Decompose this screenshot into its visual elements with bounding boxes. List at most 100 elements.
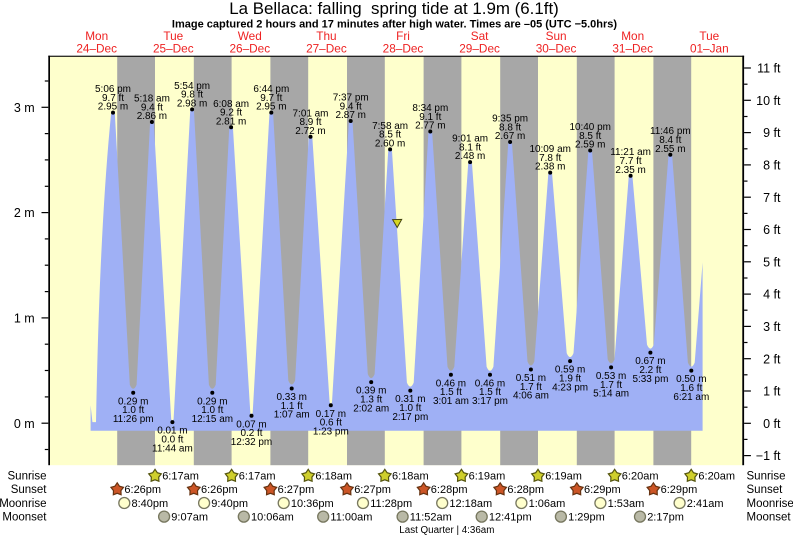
svg-text:1.7 ft: 1.7 ft	[600, 380, 622, 391]
svg-text:Fri: Fri	[396, 29, 410, 43]
svg-text:0.17 m: 0.17 m	[316, 409, 346, 420]
svg-text:6:18am: 6:18am	[392, 470, 429, 482]
svg-text:Sun: Sun	[546, 29, 567, 43]
svg-text:31–Dec: 31–Dec	[612, 41, 653, 55]
svg-text:0.59 m: 0.59 m	[555, 365, 585, 376]
svg-text:11:52am: 11:52am	[410, 512, 452, 524]
svg-text:0.33 m: 0.33 m	[277, 392, 307, 403]
svg-text:1.0 ft: 1.0 ft	[122, 405, 144, 416]
svg-text:9:07am: 9:07am	[171, 512, 208, 524]
svg-text:0.31 m: 0.31 m	[395, 394, 425, 405]
svg-text:9.7 ft: 9.7 ft	[260, 93, 282, 104]
svg-text:1.5 ft: 1.5 ft	[479, 387, 501, 398]
svg-text:12:15 am: 12:15 am	[192, 414, 233, 425]
svg-text:2.87 m: 2.87 m	[336, 110, 366, 121]
svg-text:1.9 ft: 1.9 ft	[559, 374, 581, 385]
svg-text:Mon: Mon	[621, 29, 644, 43]
svg-text:5:33 pm: 5:33 pm	[632, 374, 668, 385]
svg-text:1:53am: 1:53am	[608, 498, 645, 510]
svg-text:0.6 ft: 0.6 ft	[320, 418, 342, 429]
svg-text:6:17am: 6:17am	[239, 470, 276, 482]
svg-text:8.5 ft: 8.5 ft	[579, 131, 601, 142]
svg-text:9:40pm: 9:40pm	[211, 498, 248, 510]
svg-text:Wed: Wed	[238, 29, 262, 43]
svg-text:0.29 m: 0.29 m	[118, 396, 148, 407]
svg-text:Sat: Sat	[471, 29, 489, 43]
svg-text:3 m: 3 m	[14, 101, 35, 115]
svg-text:5:54 pm: 5:54 pm	[174, 81, 210, 92]
svg-text:9.4 ft: 9.4 ft	[141, 102, 163, 113]
svg-text:4 ft: 4 ft	[763, 288, 781, 302]
svg-text:0.50 m: 0.50 m	[676, 374, 706, 385]
svg-text:6:28pm: 6:28pm	[507, 484, 544, 496]
svg-text:6:29pm: 6:29pm	[661, 484, 698, 496]
svg-text:2.95 m: 2.95 m	[256, 102, 286, 113]
svg-text:2.35 m: 2.35 m	[615, 165, 645, 176]
svg-text:6:17am: 6:17am	[162, 470, 199, 482]
svg-text:28–Dec: 28–Dec	[383, 41, 424, 55]
svg-text:1:07 am: 1:07 am	[274, 410, 310, 421]
svg-text:6:26pm: 6:26pm	[201, 484, 238, 496]
svg-text:5:18 am: 5:18 am	[134, 94, 170, 105]
svg-text:9.7 ft: 9.7 ft	[102, 93, 124, 104]
svg-text:5:06 pm: 5:06 pm	[95, 84, 131, 95]
svg-text:7:37 pm: 7:37 pm	[333, 93, 369, 104]
svg-text:3 ft: 3 ft	[763, 320, 781, 334]
svg-text:2.38 m: 2.38 m	[535, 162, 565, 173]
svg-text:1.6 ft: 1.6 ft	[680, 383, 702, 394]
svg-text:1.7 ft: 1.7 ft	[520, 382, 542, 393]
svg-text:6:20am: 6:20am	[698, 470, 735, 482]
svg-text:7:01 am: 7:01 am	[293, 108, 329, 119]
svg-text:9.8 ft: 9.8 ft	[181, 90, 203, 101]
svg-text:Sunrise: Sunrise	[8, 470, 47, 482]
svg-text:9.1 ft: 9.1 ft	[419, 112, 441, 123]
svg-text:6:18am: 6:18am	[315, 470, 352, 482]
svg-text:6:28pm: 6:28pm	[431, 484, 468, 496]
svg-text:10:09 am: 10:09 am	[529, 144, 570, 155]
svg-text:11:46 pm: 11:46 pm	[650, 126, 691, 137]
svg-text:Mon: Mon	[85, 29, 108, 43]
svg-text:0.29 m: 0.29 m	[197, 396, 227, 407]
svg-text:2:02 am: 2:02 am	[353, 403, 389, 414]
svg-text:Sunset: Sunset	[747, 484, 784, 496]
svg-text:Moonset: Moonset	[2, 512, 47, 524]
svg-text:11:21 am: 11:21 am	[610, 147, 651, 158]
svg-text:Moonrise: Moonrise	[0, 498, 47, 510]
svg-text:0.0 ft: 0.0 ft	[161, 435, 183, 446]
svg-text:1:06am: 1:06am	[529, 498, 566, 510]
svg-text:12:41pm: 12:41pm	[489, 512, 532, 524]
svg-text:8.1 ft: 8.1 ft	[459, 142, 481, 153]
svg-text:0.51 m: 0.51 m	[516, 373, 546, 384]
svg-text:3:01 am: 3:01 am	[433, 396, 469, 407]
svg-text:5 ft: 5 ft	[763, 255, 781, 269]
svg-text:2.48 m: 2.48 m	[455, 151, 485, 162]
svg-text:4:06 am: 4:06 am	[513, 391, 549, 402]
svg-text:8:40pm: 8:40pm	[132, 498, 169, 510]
svg-text:24–Dec: 24–Dec	[76, 41, 117, 55]
svg-text:6:27pm: 6:27pm	[278, 484, 315, 496]
svg-text:1 m: 1 m	[14, 312, 35, 326]
svg-text:0.46 m: 0.46 m	[436, 378, 466, 389]
svg-text:1.0 ft: 1.0 ft	[399, 403, 421, 414]
svg-text:8.9 ft: 8.9 ft	[299, 117, 321, 128]
svg-text:11:44 am: 11:44 am	[152, 443, 193, 454]
svg-text:1:29pm: 1:29pm	[568, 512, 605, 524]
svg-text:29–Dec: 29–Dec	[459, 41, 500, 55]
svg-text:8.8 ft: 8.8 ft	[499, 122, 521, 133]
svg-text:6:21 am: 6:21 am	[673, 392, 709, 403]
svg-text:9.2 ft: 9.2 ft	[220, 108, 242, 119]
svg-text:2.59 m: 2.59 m	[575, 140, 605, 151]
svg-text:Sunrise: Sunrise	[747, 470, 786, 482]
svg-text:2.2 ft: 2.2 ft	[639, 365, 661, 376]
svg-text:7.8 ft: 7.8 ft	[539, 153, 561, 164]
svg-text:10 ft: 10 ft	[756, 94, 781, 108]
svg-text:01–Jan: 01–Jan	[690, 41, 729, 55]
svg-text:1:23 pm: 1:23 pm	[313, 427, 349, 438]
svg-text:2 ft: 2 ft	[763, 352, 781, 366]
svg-text:6:08 am: 6:08 am	[213, 99, 249, 110]
svg-text:Last Quarter | 4:36am: Last Quarter | 4:36am	[399, 525, 494, 536]
svg-text:Image captured 2 hours and 17: Image captured 2 hours and 17 minutes af…	[172, 19, 617, 31]
svg-text:27–Dec: 27–Dec	[306, 41, 347, 55]
svg-text:Tue: Tue	[163, 29, 183, 43]
svg-text:Thu: Thu	[316, 29, 336, 43]
